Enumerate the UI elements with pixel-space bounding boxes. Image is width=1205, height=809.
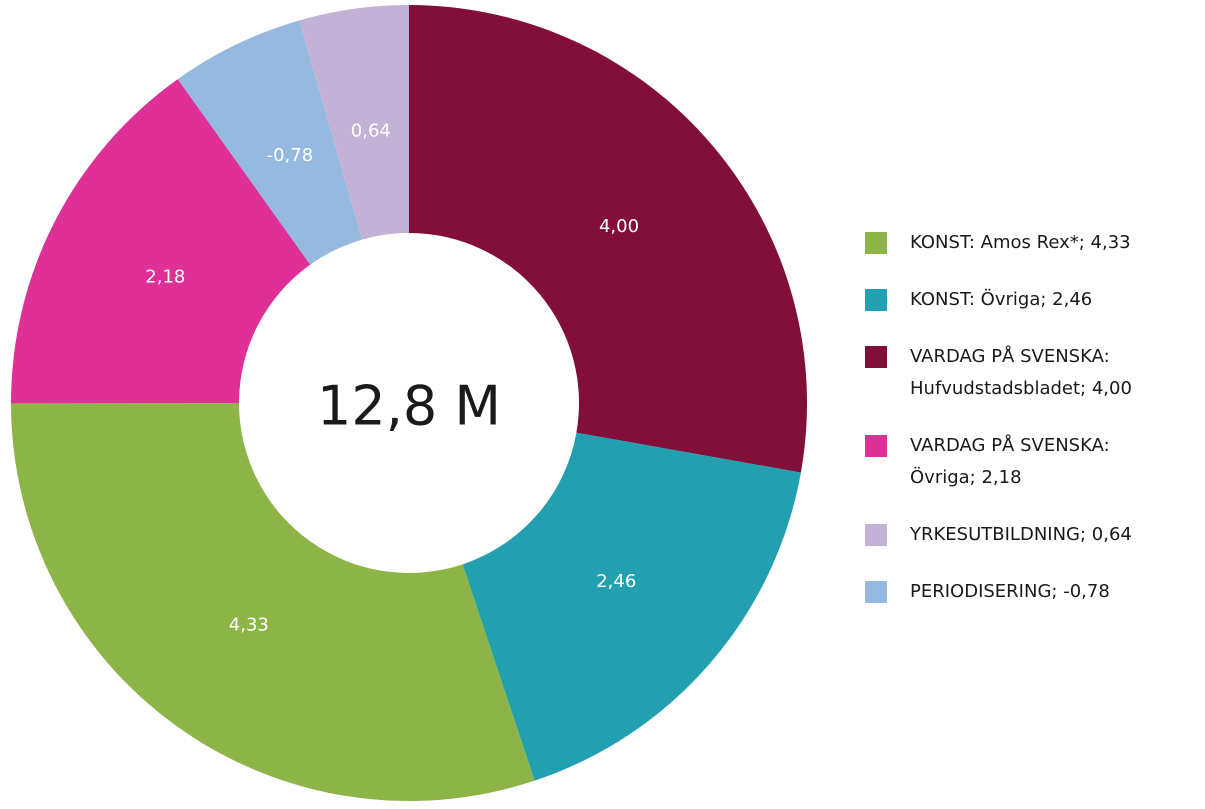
- legend-label: KONST: Övriga; 2,46: [910, 288, 1092, 310]
- legend-swatch: [865, 232, 887, 254]
- slice: [177, 20, 363, 265]
- legend-swatch: [865, 289, 887, 311]
- slice: [299, 5, 409, 240]
- legend-swatch: [865, 524, 887, 546]
- value-label: 4,33: [229, 614, 269, 635]
- slice: [462, 432, 801, 781]
- value-label: 2,46: [596, 571, 636, 592]
- legend-label: KONST: Amos Rex*; 4,33: [910, 232, 1131, 253]
- value-label: 0,64: [351, 121, 391, 142]
- legend-label: VARDAG PÅ SVENSKA:: [910, 345, 1110, 367]
- slice: [11, 79, 311, 404]
- value-label: -0,78: [267, 145, 314, 166]
- legend-label: Övriga; 2,18: [910, 466, 1022, 488]
- legend-swatch: [865, 435, 887, 457]
- slice: [11, 403, 535, 801]
- slice: [409, 5, 807, 473]
- center-label: 12,8 M: [317, 375, 501, 438]
- legend-swatch: [865, 581, 887, 603]
- value-label: 2,18: [145, 267, 185, 288]
- legend-swatch: [865, 346, 887, 368]
- legend-label: YRKESUTBILDNING; 0,64: [909, 524, 1132, 545]
- legend-label: Hufvudstadsbladet; 4,00: [910, 378, 1132, 399]
- legend-label: VARDAG PÅ SVENSKA:: [910, 434, 1110, 456]
- legend-label: PERIODISERING; -0,78: [910, 581, 1110, 602]
- value-label: 4,00: [599, 216, 639, 237]
